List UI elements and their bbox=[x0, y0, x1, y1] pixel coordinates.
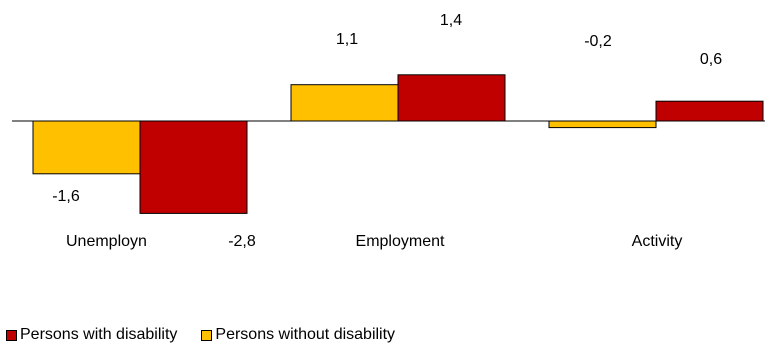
legend: Persons with disability Persons without d… bbox=[6, 326, 419, 344]
bar-activity-persons-with-disability bbox=[655, 100, 764, 122]
category-label-employment: Employment bbox=[356, 233, 445, 250]
legend-item-persons-with-disability: Persons with disability bbox=[6, 326, 177, 344]
value-label-unemployn-persons-with-disability: -2,8 bbox=[228, 233, 256, 250]
bar-employment-persons-with-disability bbox=[397, 74, 506, 122]
value-label-activity-persons-with-disability: 0,6 bbox=[700, 51, 722, 68]
value-label-employment-persons-without-disability: 1,1 bbox=[336, 31, 358, 48]
bar-unemployn-persons-with-disability bbox=[139, 120, 248, 214]
bar-employment-persons-without-disability bbox=[290, 84, 399, 122]
legend-label-persons-with-disability: Persons with disability bbox=[20, 326, 178, 343]
value-labels-group: -1,6 -2,8 1,1 1,4 -0,2 0,6 bbox=[52, 12, 722, 250]
legend-swatch-persons-without-disability bbox=[201, 329, 213, 341]
legend-item-persons-without-disability: Persons without disability bbox=[201, 326, 395, 344]
value-label-employment-persons-with-disability: 1,4 bbox=[440, 12, 462, 29]
value-label-unemployn-persons-without-disability: -1,6 bbox=[52, 188, 80, 205]
bars-group bbox=[32, 74, 764, 214]
bar-activity-persons-without-disability bbox=[548, 120, 657, 129]
category-labels-group: Unemployn Employment Activity bbox=[66, 233, 682, 250]
bar-unemployn-persons-without-disability bbox=[32, 120, 141, 175]
legend-label-persons-without-disability: Persons without disability bbox=[215, 326, 396, 343]
category-label-activity: Activity bbox=[632, 233, 683, 250]
chart: Unemployn Employment Activity -1,6 -2,8 1,1 1… bbox=[12, 12, 765, 250]
value-label-activity-persons-without-disability: -0,2 bbox=[584, 33, 612, 50]
category-label-unemployn: Unemployn bbox=[66, 233, 147, 250]
legend-swatch-persons-with-disability bbox=[6, 329, 17, 341]
